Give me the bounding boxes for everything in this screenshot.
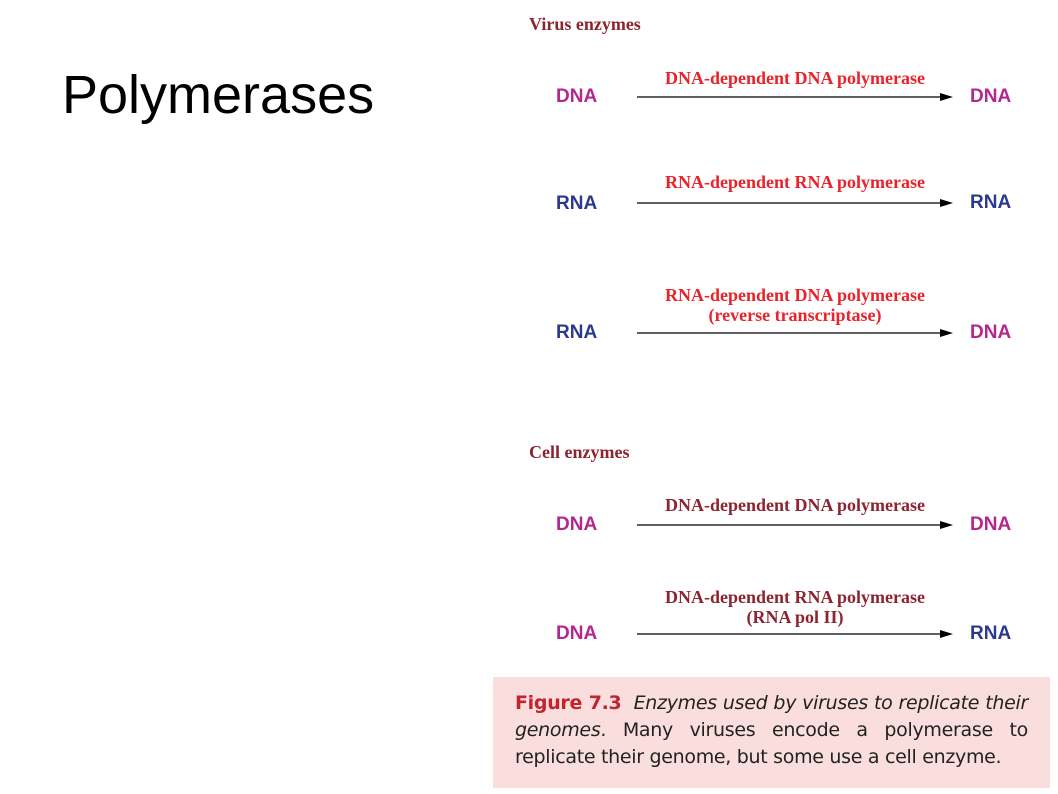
reaction-arrow xyxy=(637,93,953,101)
slide-title: Polymerases xyxy=(62,65,375,125)
source-molecule: DNA xyxy=(556,86,598,107)
product-molecule: RNA xyxy=(970,623,1012,644)
figure-label: Figure 7.3 xyxy=(515,692,622,714)
source-molecule: RNA xyxy=(556,193,598,214)
source-molecule: DNA xyxy=(556,514,598,535)
reaction-row-virus-rna-rna: RNA-dependent RNA polymerase RNA RNA xyxy=(520,172,1040,232)
source-molecule: RNA xyxy=(556,322,598,343)
enzyme-label: DNA-dependent RNA polymerase (RNA pol II… xyxy=(665,587,925,627)
cell-enzymes-heading: Cell enzymes xyxy=(529,442,630,462)
caption-italic: Enzymes used by viruses to replicate the… xyxy=(515,692,1028,741)
product-molecule: RNA xyxy=(970,192,1012,213)
reaction-arrow xyxy=(637,630,953,638)
caption-body: . Many viruses encode a polymerase to re… xyxy=(515,719,1028,768)
reaction-row-virus-dna-dna: DNA-dependent DNA polymerase DNA DNA xyxy=(520,66,1040,126)
reaction-arrow xyxy=(637,329,953,337)
product-molecule: DNA xyxy=(970,86,1012,107)
enzyme-label: RNA-dependent DNA polymerase (reverse tr… xyxy=(665,285,925,325)
enzyme-label: DNA-dependent DNA polymerase xyxy=(665,495,925,515)
product-molecule: DNA xyxy=(970,514,1012,535)
caption-text: Figure 7.3 Enzymes used by viruses to re… xyxy=(515,690,1028,771)
reaction-arrow xyxy=(637,199,953,207)
reaction-row-virus-rna-dna: RNA-dependent DNA polymerase (reverse tr… xyxy=(520,285,1040,345)
enzyme-label: DNA-dependent DNA polymerase xyxy=(665,68,925,88)
reaction-arrow xyxy=(637,521,953,529)
reaction-row-cell-dna-rna: DNA-dependent RNA polymerase (RNA pol II… xyxy=(520,587,1040,647)
source-molecule: DNA xyxy=(556,623,598,644)
reaction-row-cell-dna-dna: DNA-dependent DNA polymerase DNA DNA xyxy=(520,494,1040,554)
enzyme-label: RNA-dependent RNA polymerase xyxy=(665,172,925,192)
product-molecule: DNA xyxy=(970,322,1012,343)
figure-caption: Figure 7.3 Enzymes used by viruses to re… xyxy=(493,677,1050,788)
virus-enzymes-heading: Virus enzymes xyxy=(529,14,641,34)
